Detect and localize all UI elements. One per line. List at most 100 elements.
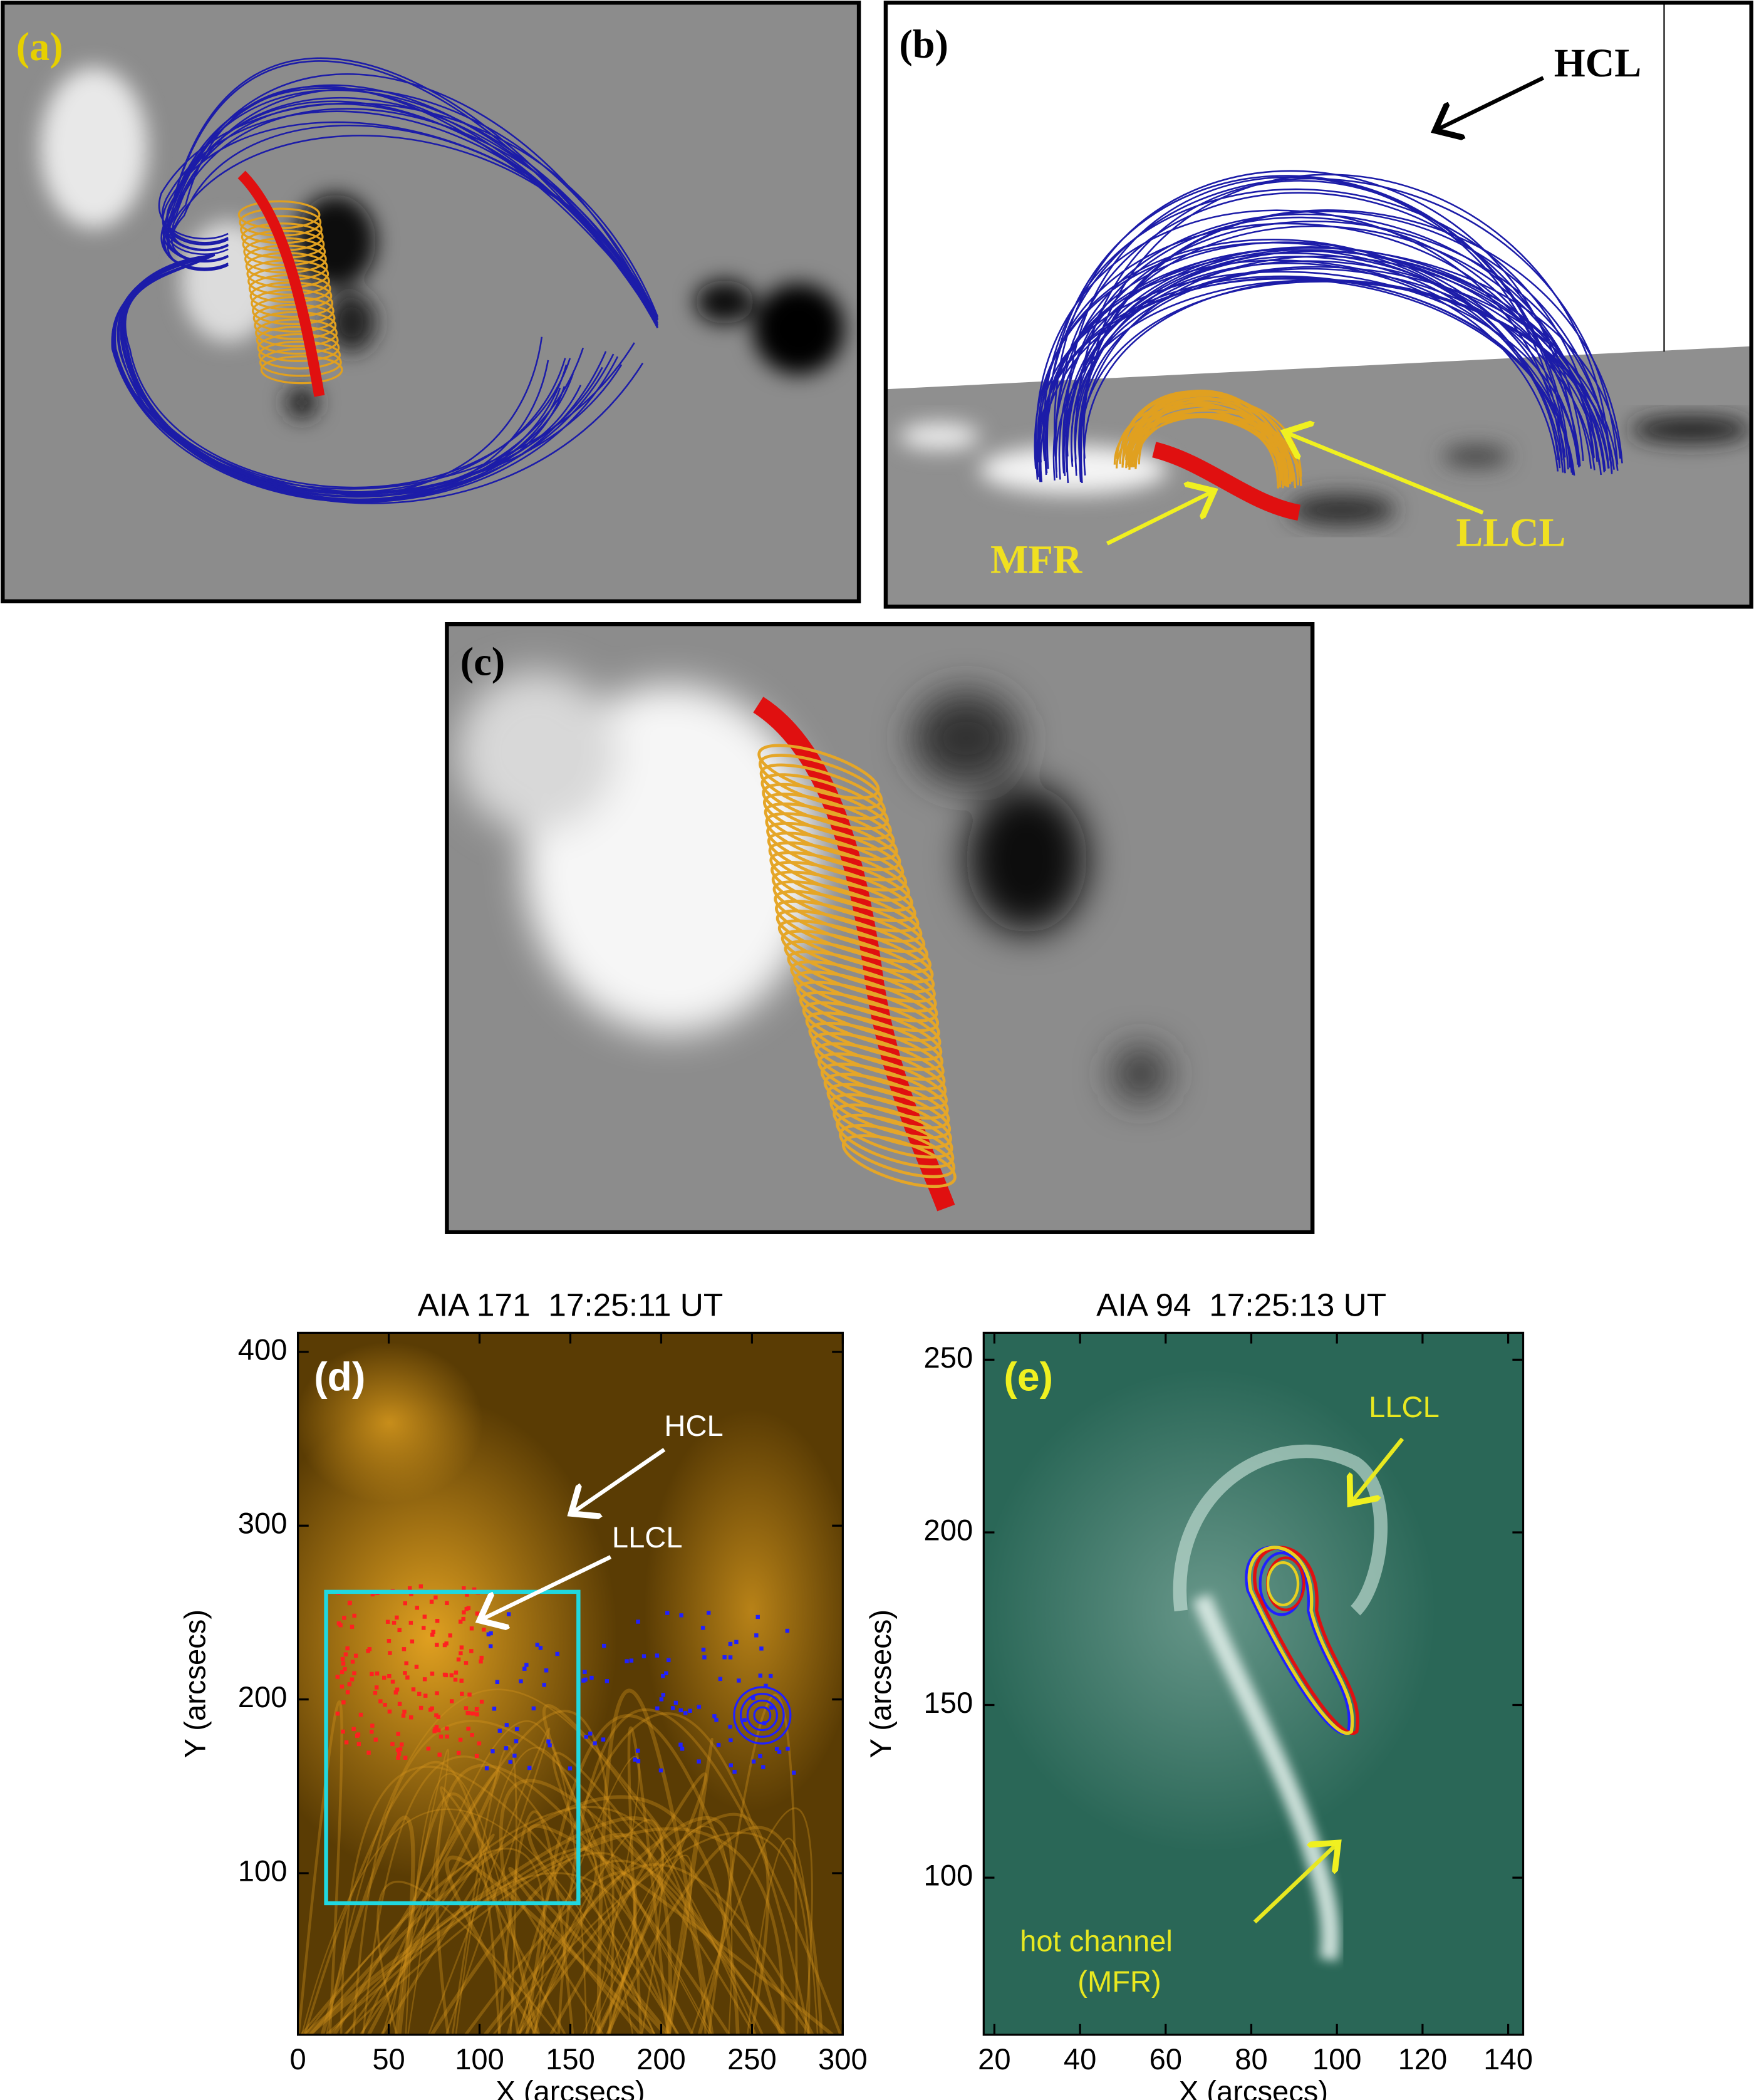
contour-dot (707, 1611, 711, 1615)
loop (836, 1113, 955, 1168)
contour-dot (403, 1671, 407, 1675)
contour-dot (433, 1595, 438, 1600)
field-line (166, 57, 658, 321)
coronal-loop (301, 1808, 656, 2035)
contour-dot (472, 1587, 477, 1592)
contour-dot (383, 1703, 387, 1707)
contour-dot (466, 1606, 471, 1611)
field-line (1065, 262, 1559, 472)
contour-dot (422, 1626, 426, 1630)
contour-dot (350, 1677, 355, 1682)
contour-dot (402, 1709, 407, 1714)
field-line (172, 85, 658, 317)
panel-c-image (447, 624, 1313, 1232)
contour-dot (378, 1699, 383, 1703)
field-line (1035, 209, 1563, 466)
field-line (1071, 266, 1619, 471)
contour-dot (434, 1725, 439, 1729)
coronal-loop (451, 1745, 517, 2035)
contour-dot (335, 1712, 340, 1716)
coronal-loop (360, 1710, 615, 2035)
contour-dot (593, 1741, 597, 1745)
annotation: LLCL (1369, 1390, 1440, 1423)
coronal-loop (329, 1872, 670, 2035)
blob (40, 67, 148, 229)
field-line (167, 89, 658, 321)
contour-dot (467, 1692, 472, 1697)
field-line (165, 60, 658, 325)
contour (746, 1699, 779, 1732)
panel-e-image (983, 1333, 1523, 2035)
contour-dot (742, 1718, 747, 1722)
y-tick-label: 200 (924, 1513, 973, 1546)
contour-dot (437, 1752, 442, 1757)
contour-dot (761, 1765, 765, 1769)
contour-dot (341, 1729, 345, 1734)
contour-dot (397, 1752, 402, 1756)
contour-dot (403, 1601, 407, 1606)
field-line (164, 87, 658, 324)
y-tick-label: 200 (238, 1680, 288, 1713)
coronal-loop (517, 1812, 770, 2035)
loop (1173, 1444, 1388, 1616)
contour-dot (714, 1718, 719, 1722)
contour-dot (515, 1727, 519, 1732)
contour-dot (583, 1670, 587, 1674)
annotation: LLCL (612, 1520, 683, 1554)
contour-dot (341, 1661, 346, 1666)
panel-label: (e) (1004, 1354, 1053, 1399)
contour-dot (661, 1693, 666, 1697)
loop (787, 950, 937, 1013)
contour-dot (479, 1655, 484, 1660)
flux-rope (237, 170, 325, 397)
contour-dot (347, 1682, 352, 1687)
contour-dot (430, 1671, 435, 1676)
contour-dot (791, 1770, 796, 1775)
contour-dot (348, 1600, 352, 1605)
coronal-loop (300, 1806, 707, 2035)
coronal-loop (340, 1765, 680, 2035)
contour-dot (448, 1633, 452, 1638)
coronal-loop (746, 1838, 819, 2035)
glow (644, 1409, 843, 1812)
contour-dot (641, 1654, 646, 1658)
loop (833, 1103, 953, 1159)
contour-dot (404, 1661, 408, 1666)
contour-dot (444, 1641, 449, 1646)
field-line (1074, 180, 1569, 476)
coronal-loop (590, 1854, 693, 2035)
contour-dot (584, 1735, 588, 1739)
contour-dot (430, 1633, 435, 1637)
loop (1131, 408, 1279, 489)
contour-dot (538, 1646, 543, 1650)
field-line (1078, 268, 1596, 470)
contour-dot (495, 1680, 500, 1685)
annotation: HCL (664, 1409, 723, 1442)
contour-dot (338, 1623, 343, 1628)
contour-dot (673, 1700, 678, 1705)
contour-dot (350, 1660, 355, 1664)
coronal-loop (690, 1807, 813, 2035)
contour-dot (435, 1691, 439, 1695)
contour-dot (504, 1746, 509, 1750)
contour-dot (436, 1715, 441, 1719)
contour-dot (415, 1606, 419, 1610)
coronal-loop (527, 1824, 834, 2035)
contour-dot (350, 1624, 355, 1629)
contour-dot (462, 1586, 466, 1591)
contour-dot (344, 1740, 349, 1745)
contour-dot (474, 1754, 479, 1759)
contour-dot (467, 1711, 471, 1715)
contour-dot (769, 1673, 773, 1678)
panel-label: (d) (314, 1354, 365, 1399)
panel-label: (a) (16, 24, 63, 69)
coronal-loop (557, 1708, 842, 2035)
coronal-loop (582, 1826, 733, 2035)
contour-dot (458, 1737, 463, 1742)
contour-dot (353, 1653, 358, 1658)
ground (885, 346, 1751, 607)
field-line (160, 97, 658, 328)
contour-dot (385, 1619, 390, 1624)
contour-dot (343, 1666, 347, 1671)
contour-dot (475, 1712, 479, 1717)
